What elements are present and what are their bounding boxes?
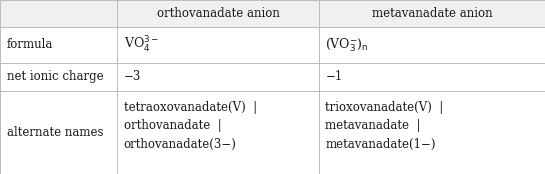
Text: (VO$_3^{-}$)$_\mathrm{n}$: (VO$_3^{-}$)$_\mathrm{n}$: [325, 36, 369, 54]
Bar: [319, 27, 545, 63]
Text: −1: −1: [325, 70, 343, 84]
Bar: [0, 91, 117, 174]
Text: formula: formula: [7, 38, 53, 51]
Text: trioxovanadate(V)  |
metavanadate  |
metavanadate(1−): trioxovanadate(V) | metavanadate | metav…: [325, 101, 444, 151]
Bar: [117, 0, 319, 27]
Text: metavanadate anion: metavanadate anion: [372, 7, 492, 20]
Bar: [117, 91, 319, 174]
Text: −3: −3: [124, 70, 141, 84]
Text: VO$_4^{3-}$: VO$_4^{3-}$: [124, 35, 159, 55]
Text: alternate names: alternate names: [7, 126, 103, 139]
Text: tetraoxovanadate(V)  |
orthovanadate  |
orthovanadate(3−): tetraoxovanadate(V) | orthovanadate | or…: [124, 101, 257, 151]
Text: orthovanadate anion: orthovanadate anion: [156, 7, 280, 20]
Bar: [0, 63, 117, 91]
Bar: [0, 0, 117, 27]
Bar: [117, 27, 319, 63]
Text: net ionic charge: net ionic charge: [7, 70, 103, 84]
Bar: [319, 91, 545, 174]
Bar: [319, 63, 545, 91]
Bar: [319, 0, 545, 27]
Bar: [0, 27, 117, 63]
Bar: [117, 63, 319, 91]
